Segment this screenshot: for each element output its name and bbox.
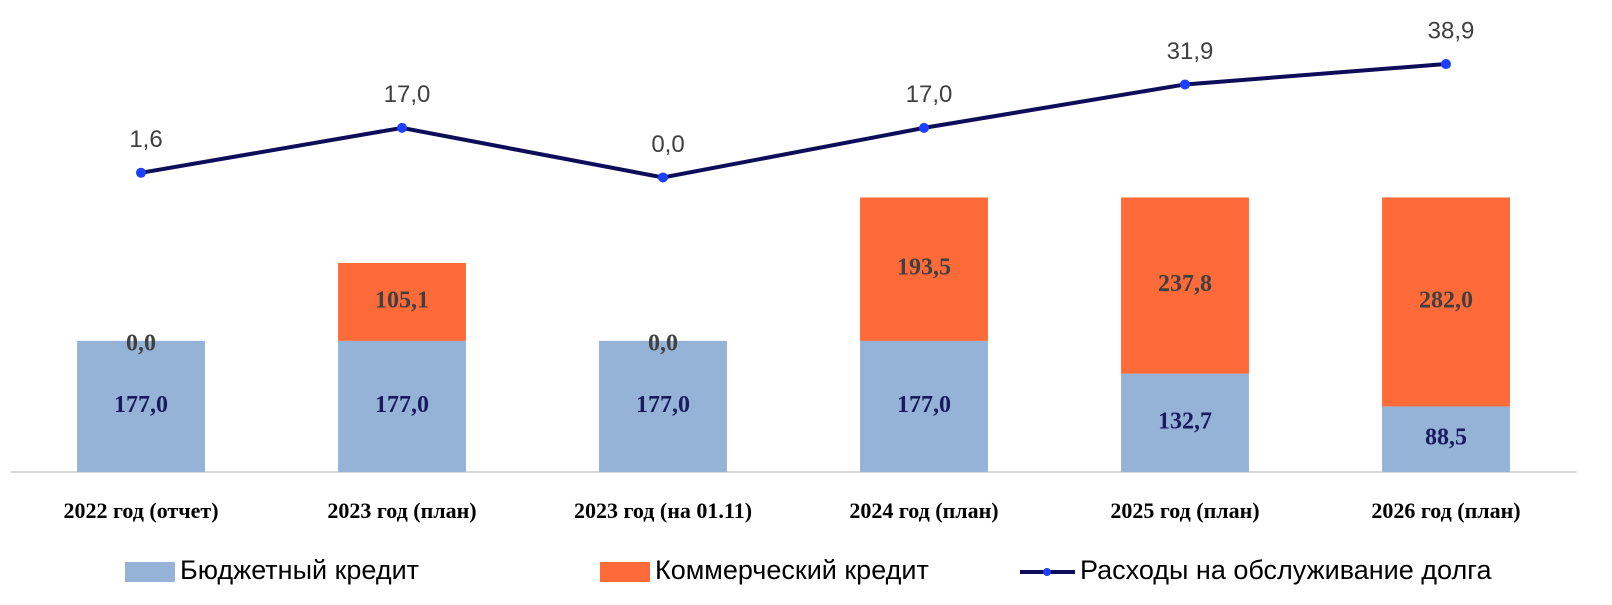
line-label: 17,0: [384, 81, 431, 108]
data-label: 0,0: [648, 330, 678, 356]
x-tick-label: 2023 год (план): [327, 498, 476, 523]
legend-swatch: [125, 562, 175, 582]
bar-segment: [338, 340, 466, 472]
line-marker: [1441, 59, 1451, 70]
line-marker: [136, 167, 146, 178]
data-label: 177,0: [114, 392, 168, 418]
data-label: 105,1: [375, 287, 429, 313]
bar-segment: [338, 262, 466, 341]
bar-segment: [860, 340, 988, 472]
x-tick-label: 2022 год (отчет): [63, 498, 218, 523]
line-marker: [658, 172, 668, 183]
line-label: 31,9: [1167, 38, 1214, 65]
legend-swatch: [600, 562, 650, 582]
data-label: 193,5: [897, 255, 951, 281]
x-tick-label: 2023 год (на 01.11): [574, 498, 752, 523]
line: [140, 62, 1447, 180]
data-label: 282,0: [1419, 287, 1473, 313]
bar-segment: [1121, 197, 1249, 374]
x-tick-label: 2025 год (план): [1110, 498, 1259, 523]
data-label: 237,8: [1158, 271, 1212, 297]
x-tick-label: 2024 год (план): [849, 498, 998, 523]
legend-label: Расходы на обслуживание долга: [1080, 555, 1492, 585]
data-label: 88,5: [1425, 425, 1467, 451]
data-label: 177,0: [375, 392, 429, 418]
line-label: 17,0: [906, 81, 953, 108]
line-marker: [1180, 79, 1190, 90]
bar-segment: [1121, 373, 1249, 472]
legend-label: Бюджетный кредит: [180, 555, 419, 585]
bar-segment: [860, 197, 988, 341]
data-label: 0,0: [126, 330, 156, 356]
line-label: 38,9: [1428, 17, 1475, 44]
line-marker: [919, 122, 929, 133]
line-label: 1,6: [129, 126, 162, 153]
legend-marker: [1043, 568, 1051, 576]
bar-segment: [1382, 197, 1510, 407]
bar-segment: [599, 340, 727, 472]
bar-segment: [1382, 406, 1510, 472]
x-tick-label: 2026 год (план): [1371, 498, 1520, 523]
bar-segment: [77, 340, 205, 472]
line-marker: [397, 122, 407, 133]
data-label: 132,7: [1158, 408, 1212, 434]
data-label: 177,0: [897, 392, 951, 418]
line-label: 0,0: [651, 131, 684, 158]
legend-label: Коммерческий кредит: [655, 555, 929, 585]
data-label: 177,0: [636, 392, 690, 418]
